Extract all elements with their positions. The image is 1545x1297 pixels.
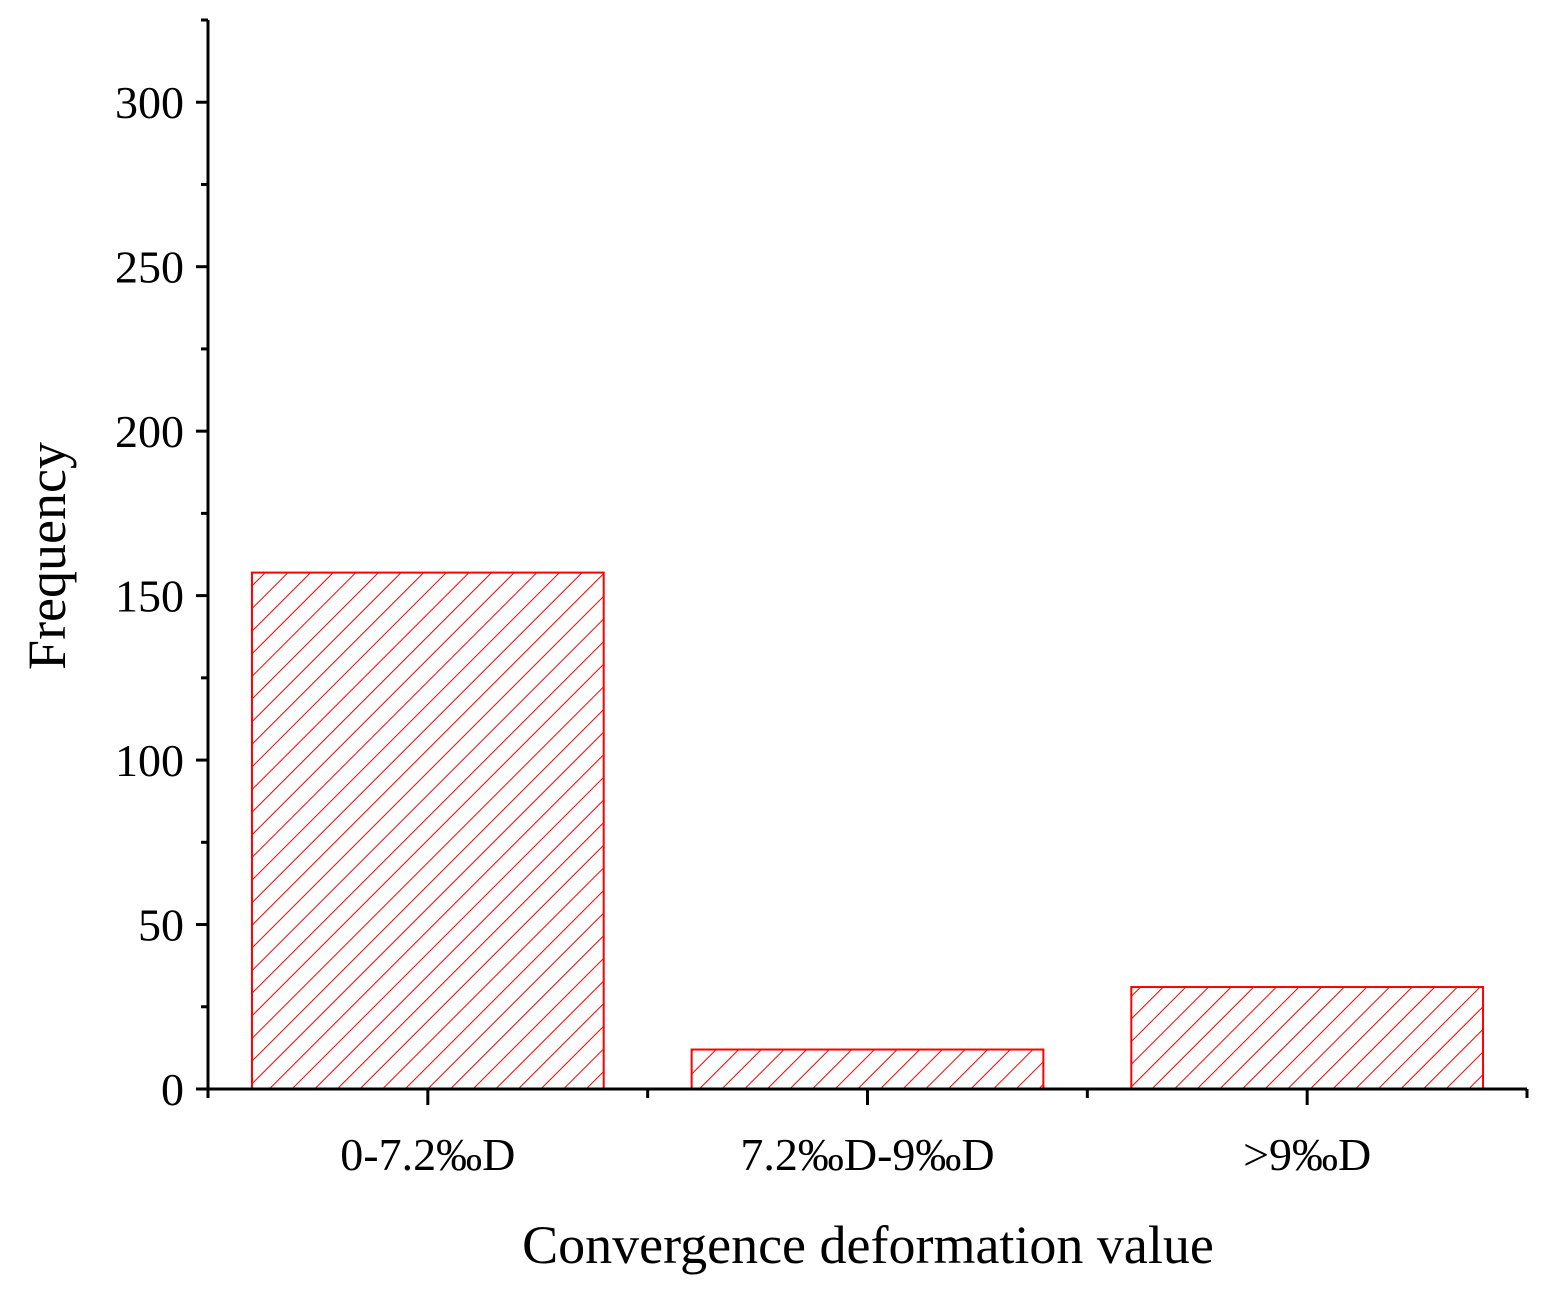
x-tick-label: >9‰D — [1243, 1129, 1371, 1180]
bar-2 — [690, 1048, 1045, 1090]
y-tick-label: 250 — [115, 242, 184, 293]
plot-area: 0 50 100 150 200 250 300 0-7.2‰D 7.2‰D-9‰D >9‰D — [115, 18, 1529, 1180]
y-tick-label: 100 — [115, 735, 184, 786]
y-axis-title: Frequency — [17, 442, 77, 670]
y-tick-label: 300 — [115, 77, 184, 128]
y-axis-ticks: 0 50 100 150 200 250 300 — [115, 18, 208, 1115]
x-axis-ticks: 0-7.2‰D 7.2‰D-9‰D >9‰D — [206, 1089, 1529, 1180]
bar-1 — [250, 571, 605, 1090]
y-tick-label: 50 — [138, 900, 184, 951]
y-tick-label: 200 — [115, 406, 184, 457]
y-tick-label: 150 — [115, 571, 184, 622]
y-tick-label: 0 — [161, 1064, 184, 1115]
x-tick-label: 7.2‰D-9‰D — [740, 1129, 994, 1180]
bar-3 — [1130, 986, 1485, 1091]
x-axis-title: Convergence deformation value — [522, 1215, 1214, 1275]
x-tick-label: 0-7.2‰D — [340, 1129, 515, 1180]
bars-group — [250, 571, 1485, 1091]
